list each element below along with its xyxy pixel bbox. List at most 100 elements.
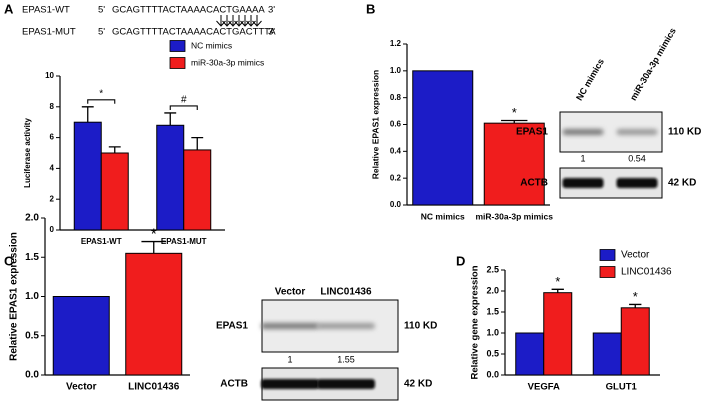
significance: # [181, 95, 187, 106]
blot-band [616, 129, 658, 135]
size-label: 42 KD [404, 379, 432, 390]
protein-label: EPAS1 [216, 321, 248, 332]
chart: 0.0 0.2 0.4 0.6 0.8 1.0 1.2 Relative EPAS1 expr… [370, 39, 553, 221]
blot-band [317, 323, 375, 329]
western-blot: Vector LINC01436 EPAS1 110 KD ACTB 42 KD 1 1.55 [216, 287, 437, 401]
error-bar [501, 119, 528, 124]
protein-label: ACTB [220, 379, 248, 390]
y-axis-label: Relative gene expression [470, 265, 481, 379]
sequence-end: 5' [98, 27, 105, 38]
sequence: GCAGTTTTACTAAAACACTGACTTTA [112, 27, 276, 38]
sequence-end: 3' [268, 27, 275, 38]
quantification: 1 [287, 354, 292, 364]
bracket [169, 105, 198, 110]
sequence-block: EPAS1-WT 5' GCAGTTTTACTAAAACACTGAAAA 3' … [22, 5, 276, 38]
legend-label: Vector [621, 250, 650, 261]
size-label: 110 KD [668, 127, 701, 138]
sequence-end: 3' [268, 5, 275, 16]
sequence-end: 5' [98, 5, 105, 16]
bar [515, 332, 545, 376]
legend-swatch [169, 40, 186, 52]
error-bar [81, 106, 94, 123]
legend-swatch [599, 266, 616, 278]
legend-label: NC mimics [191, 40, 232, 50]
chart: 0 2 4 6 8 10 Luciferase activity EPAS1-WT * EPAS1… [23, 40, 264, 246]
legend-swatch [599, 249, 616, 261]
bar [592, 332, 622, 376]
legend-label: LINC01436 [621, 267, 672, 278]
x-tick-label: VEGFA [528, 382, 560, 393]
y-tick-label: 1.5 [486, 306, 499, 316]
blot-band [261, 379, 319, 389]
y-tick-label: 6 [50, 133, 55, 142]
bar [183, 149, 212, 231]
x-tick-label: EPAS1-MUT [161, 237, 207, 246]
y-tick-label: 0.5 [25, 330, 39, 341]
y-tick-label: 0.6 [390, 120, 402, 129]
sequence-name: EPAS1-WT [22, 5, 70, 16]
lane-label: Vector [275, 287, 306, 298]
y-tick-label: 0.0 [486, 369, 499, 379]
x-tick-label: Vector [66, 382, 97, 393]
panel-label: C [4, 253, 14, 268]
y-tick-label: 2.5 [486, 264, 499, 274]
bar [620, 307, 650, 376]
y-tick-label: 0.4 [390, 146, 402, 155]
legend-label: miR-30a-3p mimics [191, 57, 264, 67]
panel-label: D [456, 253, 465, 268]
mutation-arrows [216, 15, 262, 27]
blot-band [317, 379, 375, 389]
chart: 0.0 0.5 1.0 1.5 2.0 2.5 Relative gene expressi… [470, 249, 672, 393]
blot-band [261, 323, 319, 329]
bar [52, 296, 110, 376]
bar [543, 292, 573, 376]
lane-label: LINC01436 [320, 287, 372, 298]
chart: 0.0 0.5 1.0 1.5 2.0 Relative EPAS1 expression… [9, 213, 190, 393]
bar [100, 152, 129, 231]
y-tick-label: 2.0 [25, 213, 39, 224]
bracket [87, 99, 116, 104]
lane-label: NC mimics [574, 57, 606, 102]
y-tick-label: 1.2 [390, 39, 402, 48]
panel-label: B [366, 1, 375, 16]
y-tick-label: 10 [45, 71, 54, 80]
lane-label: miR-30a-3p mimics [628, 26, 678, 102]
y-tick-label: 1.5 [25, 252, 39, 263]
y-tick-label: 0 [50, 225, 55, 234]
significance: * [633, 289, 638, 304]
y-tick-label: 0.5 [486, 348, 499, 358]
size-label: 42 KD [668, 178, 696, 189]
y-axis-label: Relative EPAS1 expression [9, 232, 20, 361]
error-bar [164, 112, 177, 126]
significance: * [151, 226, 157, 243]
bar [73, 121, 102, 231]
y-axis-label: Luciferase activity [23, 118, 32, 188]
x-tick-label: LINC01436 [128, 382, 180, 393]
legend-swatch [169, 57, 186, 69]
quantification: 0.54 [628, 153, 646, 163]
blot-band [562, 178, 604, 188]
blot-band [562, 129, 604, 135]
y-tick-label: 4 [50, 164, 55, 173]
sequence-name: EPAS1-MUT [22, 27, 76, 38]
protein-label: EPAS1 [516, 127, 548, 138]
y-tick-label: 1.0 [486, 327, 499, 337]
bar [156, 124, 185, 231]
y-tick-label: 0.2 [390, 173, 402, 182]
bar [412, 70, 474, 206]
error-bar [551, 288, 564, 293]
y-tick-label: 0.0 [390, 200, 402, 209]
x-tick-label: GLUT1 [606, 382, 638, 393]
y-tick-label: 0.0 [25, 370, 39, 381]
error-bar [191, 136, 204, 150]
y-tick-label: 8 [50, 102, 55, 111]
panel-label: A [4, 1, 14, 16]
y-tick-label: 2 [50, 194, 55, 203]
y-tick-label: 0.8 [390, 93, 402, 102]
y-axis-label: Relative EPAS1 expression [370, 70, 380, 179]
protein-label: ACTB [520, 178, 548, 189]
error-bar [629, 303, 642, 308]
error-bar [141, 240, 167, 254]
y-tick-label: 1.0 [25, 291, 39, 302]
significance: * [99, 88, 103, 99]
